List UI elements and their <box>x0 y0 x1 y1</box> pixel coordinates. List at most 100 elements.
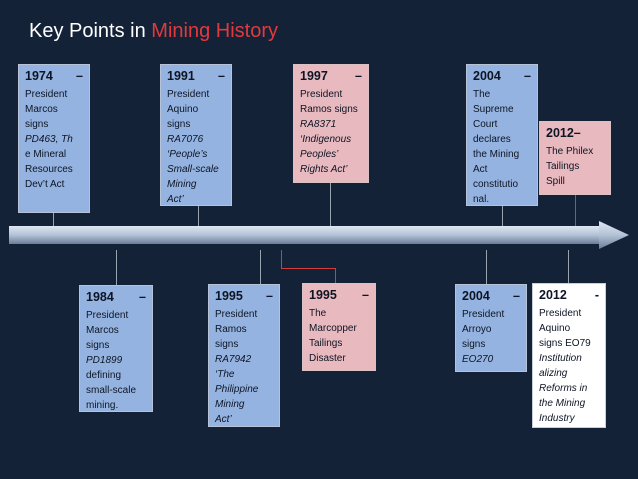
event-text-line: Act’ <box>215 414 232 425</box>
event-text-line: the Mining <box>473 149 520 160</box>
event-heading: 1997 – <box>300 69 362 83</box>
event-heading: 2012– <box>546 126 581 140</box>
event-text-line: declares <box>473 134 511 145</box>
event-text-line: President <box>215 309 258 320</box>
event-text-line: Marcopper <box>309 323 357 334</box>
event-text-line: Spill <box>546 176 565 187</box>
event-text-line: President <box>539 308 582 319</box>
connector-1995-marcopper-vertical <box>281 250 282 268</box>
event-text-line: signs <box>462 339 486 350</box>
event-box-1984: 1984 – President Marcos signs PD1899 def… <box>79 285 153 412</box>
event-text-line: The <box>473 89 491 100</box>
event-text-line: President <box>300 89 343 100</box>
event-text-line: President <box>86 310 129 321</box>
event-text-line: Resources <box>25 164 73 175</box>
event-text-line: Reforms in <box>539 383 588 394</box>
event-text-line: mining. <box>86 400 119 411</box>
event-heading: 1974 – <box>25 69 83 83</box>
event-text-line: Mining <box>167 179 197 190</box>
event-text-line: nal. <box>473 194 490 205</box>
event-heading: 2004 – <box>473 69 531 83</box>
connector-1984 <box>116 250 117 285</box>
event-box-2004-supreme-court: 2004 – The Supreme Court declares the Mi… <box>466 64 538 206</box>
event-box-1974: 1974 – President Marcos signs PD463, Th … <box>18 64 90 213</box>
event-text-line: signs <box>167 119 191 130</box>
event-box-1995-marcopper: 1995 – The Marcopper Tailings Disaster <box>302 283 376 371</box>
event-box-1991: 1991 – President Aquino signs RA7076 ‘Pe… <box>160 64 232 206</box>
event-heading: 1984 – <box>86 290 146 304</box>
title-prefix: Key Points in <box>29 20 152 42</box>
connector-1995-marcopper-horizontal <box>281 268 335 269</box>
connector-1995-ra7942 <box>260 250 261 284</box>
connector-1974 <box>53 213 54 231</box>
event-text-line: The <box>309 308 327 319</box>
event-text-line: Ramos signs <box>300 104 358 115</box>
event-text-line: Tailings <box>546 161 580 172</box>
event-text-line: Aquino <box>167 104 199 115</box>
event-text-line: Industry <box>539 413 575 424</box>
event-text-line: small-scale <box>86 385 137 396</box>
connector-2012-bottom <box>568 250 569 283</box>
event-text-line: President <box>25 89 68 100</box>
event-text-line: Act’ <box>167 194 184 205</box>
event-text-line: ‘People’s <box>167 149 208 160</box>
event-text-line: Act <box>473 164 488 175</box>
event-text-line: President <box>167 89 210 100</box>
event-text-line: Institution <box>539 353 582 364</box>
event-box-1997: 1997 – President Ramos signs RA8371 ‘Ind… <box>293 64 369 183</box>
event-text-line: Mining <box>215 399 245 410</box>
event-text-line: Ramos <box>215 324 247 335</box>
event-text-line: signs <box>215 339 239 350</box>
connector-2012-top <box>575 195 576 231</box>
event-box-2012-eo79: 2012 - President Aquino signs EO79 Insti… <box>532 283 606 428</box>
event-text-line: alizing <box>539 368 568 379</box>
event-box-2012-philex: 2012– The Philex Tailings Spill <box>539 121 611 195</box>
event-text-line: e Mineral <box>25 149 67 160</box>
event-text-line: Court <box>473 119 498 130</box>
event-text-line: Peoples’ <box>300 149 339 160</box>
connector-1995-marcopper-drop <box>335 268 336 283</box>
event-text-line: Dev’t Act <box>25 179 65 190</box>
event-text-line: Rights Act’ <box>300 164 348 175</box>
event-text-line: Small-scale <box>167 164 219 175</box>
event-text-line: EO270 <box>462 354 494 365</box>
event-box-2004-eo270: 2004 – President Arroyo signs EO270 <box>455 284 527 372</box>
event-text-line: RA8371 <box>300 119 337 130</box>
event-box-1995-ra7942: 1995 – President Ramos signs RA7942 ‘The… <box>208 284 280 427</box>
connector-2004-top <box>502 206 503 231</box>
slide-title: Key Points in Mining History <box>29 20 278 43</box>
event-text-line: signs <box>25 119 49 130</box>
event-text-line: Marcos <box>86 325 119 336</box>
event-text-line: Aquino <box>539 323 571 334</box>
event-text-line: Arroyo <box>462 324 492 335</box>
event-text-line: PD1899 <box>86 355 123 366</box>
connector-1997 <box>330 183 331 231</box>
event-text-line: President <box>462 309 505 320</box>
connector-2004-bottom <box>486 250 487 284</box>
event-text-line: signs <box>86 340 110 351</box>
event-text-line: Marcos <box>25 104 58 115</box>
connector-1991 <box>198 206 199 231</box>
event-heading: 1991 – <box>167 69 225 83</box>
event-heading: 2004 – <box>462 289 520 303</box>
event-text-line: defining <box>86 370 122 381</box>
event-text-line: ‘The <box>215 369 235 380</box>
event-heading: 1995 – <box>215 289 273 303</box>
timeline-arrow <box>9 221 629 249</box>
event-heading: 1995 – <box>309 288 369 302</box>
event-text-line: The Philex <box>546 146 594 157</box>
event-text-line: ‘Indigenous <box>300 134 352 145</box>
event-text-line: RA7076 <box>167 134 204 145</box>
event-text-line: Philippine <box>215 384 259 395</box>
event-text-line: Supreme <box>473 104 514 115</box>
title-highlight: Mining History <box>151 20 278 42</box>
event-text-line: signs EO79 <box>539 338 591 349</box>
event-heading: 2012 - <box>539 288 599 302</box>
event-text-line: Tailings <box>309 338 343 349</box>
event-text-line: PD463, Th <box>25 134 73 145</box>
event-text-line: RA7942 <box>215 354 252 365</box>
event-text-line: constitutio <box>473 179 519 190</box>
event-text-line: the Mining <box>539 398 586 409</box>
event-text-line: Disaster <box>309 353 346 364</box>
